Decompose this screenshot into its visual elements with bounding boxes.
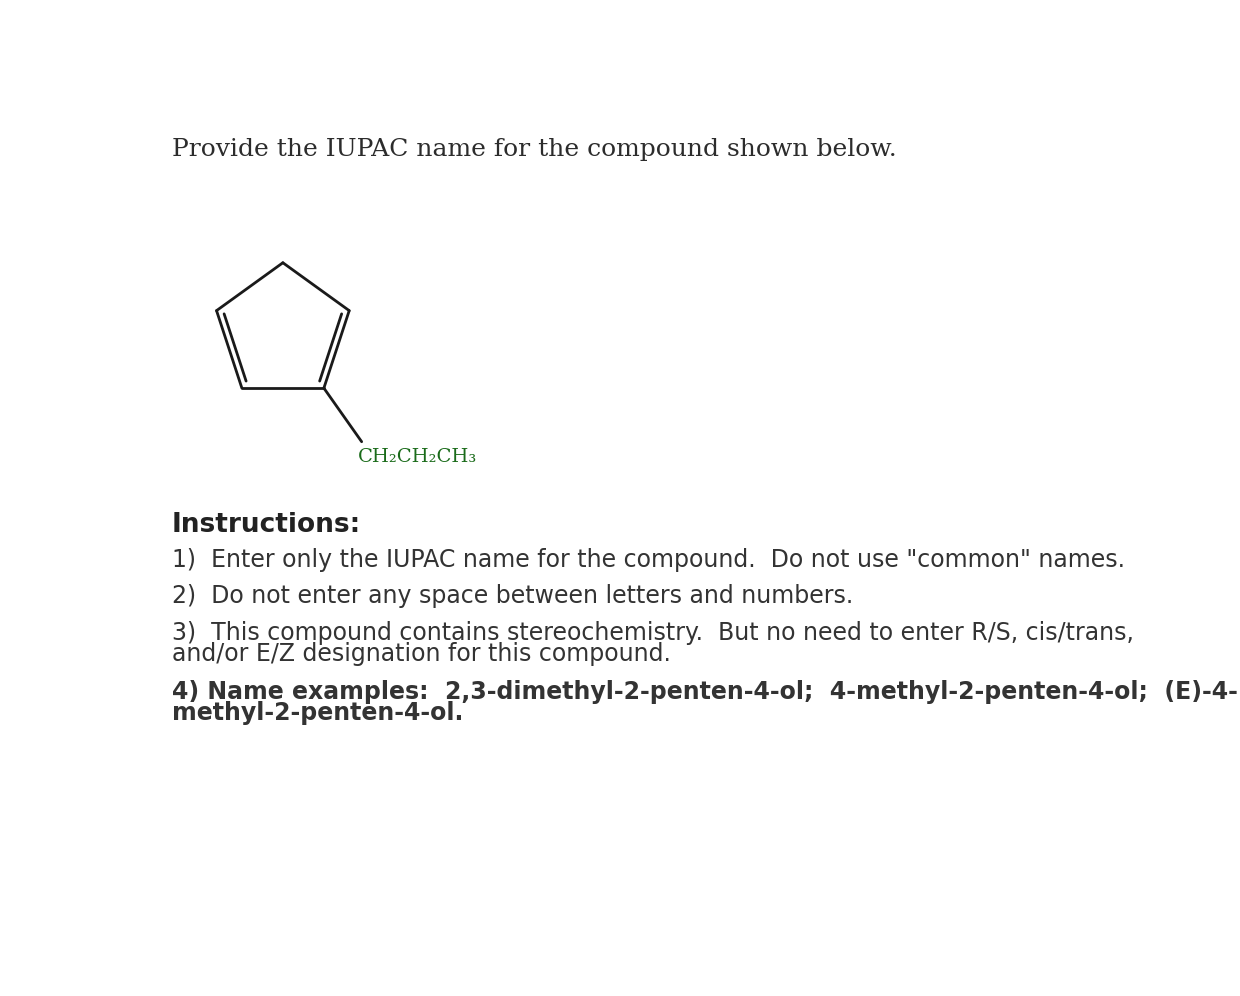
Text: Provide the IUPAC name for the compound shown below.: Provide the IUPAC name for the compound … bbox=[172, 138, 897, 161]
Text: methyl-2-penten-4-ol.: methyl-2-penten-4-ol. bbox=[172, 701, 464, 725]
Text: 1)  Enter only the IUPAC name for the compound.  Do not use "common" names.: 1) Enter only the IUPAC name for the com… bbox=[172, 548, 1125, 572]
Text: 2)  Do not enter any space between letters and numbers.: 2) Do not enter any space between letter… bbox=[172, 584, 853, 608]
Text: CH₂CH₂CH₃: CH₂CH₂CH₃ bbox=[358, 448, 477, 466]
Text: and/or E/Z designation for this compound.: and/or E/Z designation for this compound… bbox=[172, 641, 671, 665]
Text: 4) Name examples:  2,3-dimethyl-2-penten-4-ol;  4-methyl-2-penten-4-ol;  (E)-4-: 4) Name examples: 2,3-dimethyl-2-penten-… bbox=[172, 680, 1238, 704]
Text: Instructions:: Instructions: bbox=[172, 512, 361, 538]
Text: 3)  This compound contains stereochemistry.  But no need to enter R/S, cis/trans: 3) This compound contains stereochemistr… bbox=[172, 621, 1133, 644]
